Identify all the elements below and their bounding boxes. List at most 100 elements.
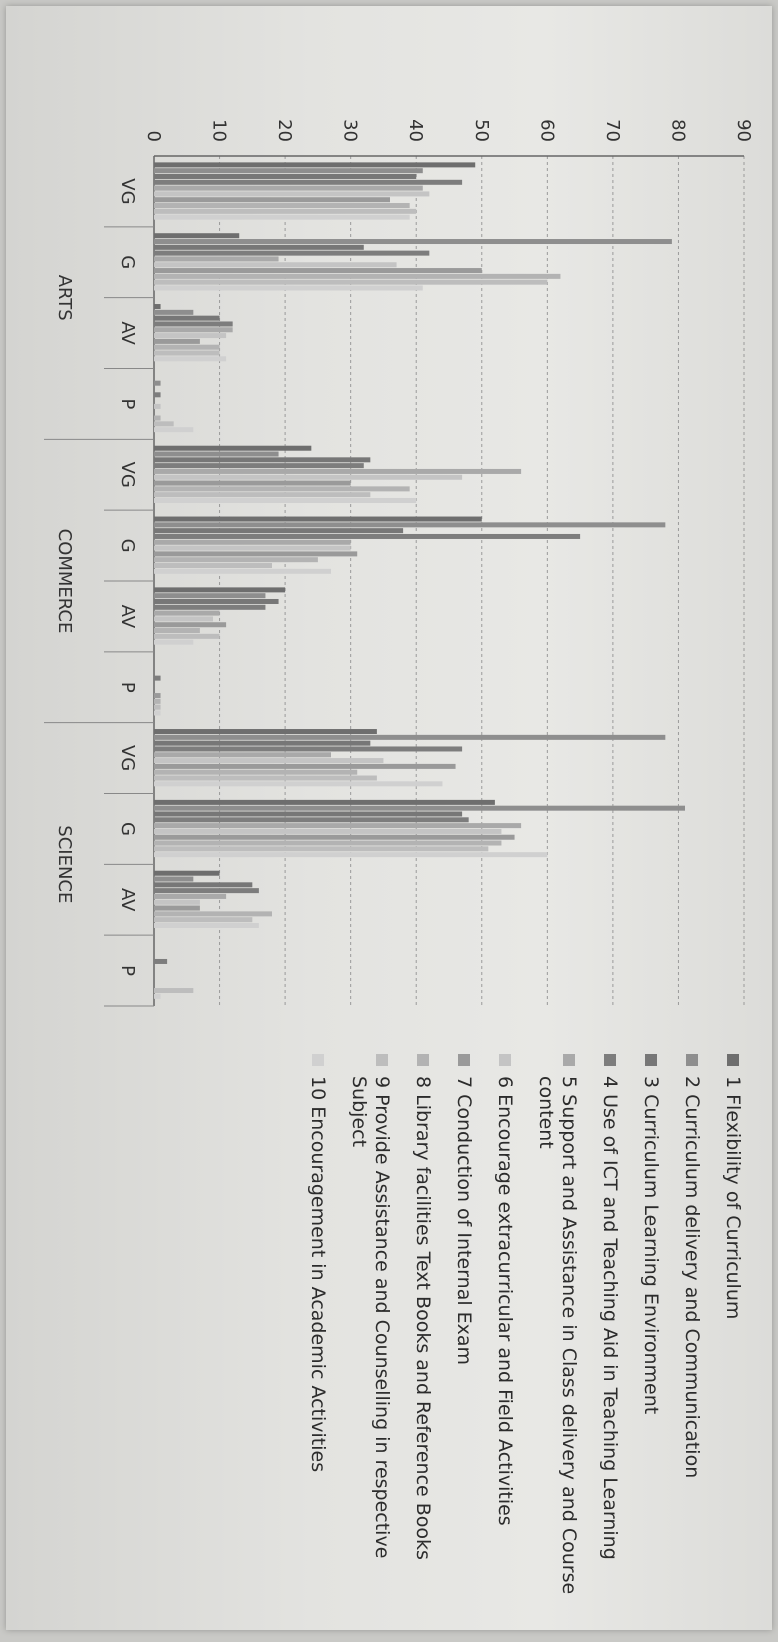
bar <box>154 870 220 876</box>
bar <box>154 616 213 622</box>
bar <box>154 557 318 563</box>
bar <box>154 769 358 775</box>
bar <box>154 846 489 852</box>
x-tick-label: VG <box>117 462 138 488</box>
bar <box>154 244 364 250</box>
bar <box>153 587 286 593</box>
bar <box>154 173 417 179</box>
x-tick-label: AV <box>117 888 138 912</box>
bar <box>154 763 456 769</box>
bar <box>153 993 161 999</box>
bar <box>154 168 423 174</box>
y-tick-label: 20 <box>274 119 295 142</box>
legend-label: 3 Curriculum Learning Environment <box>640 1076 662 1415</box>
legend-label: 8 Library facilities Text Books and Refe… <box>412 1076 434 1560</box>
bar <box>153 893 227 899</box>
group-label: SCIENCE <box>54 825 75 903</box>
legend-swatch <box>563 1054 575 1066</box>
bar <box>153 239 672 245</box>
legend-swatch <box>376 1054 388 1066</box>
x-tick-label: G <box>117 822 138 836</box>
bar <box>154 338 200 344</box>
legend-swatch <box>458 1054 470 1066</box>
bar <box>153 698 161 704</box>
legend-label: 1 Flexibility of Curriculum <box>722 1076 744 1320</box>
bar <box>153 457 371 463</box>
bar <box>154 203 410 209</box>
legend-swatch <box>727 1054 739 1066</box>
bar <box>153 333 227 339</box>
bar <box>154 988 194 994</box>
x-tick-label: P <box>117 398 138 409</box>
bar <box>154 162 476 168</box>
bar <box>154 344 220 350</box>
bar <box>154 593 266 599</box>
legend-swatch <box>604 1054 616 1066</box>
bar <box>154 752 331 758</box>
bar <box>154 309 194 315</box>
bar <box>154 208 417 214</box>
bar <box>154 463 364 469</box>
bar <box>154 633 220 639</box>
bar <box>153 710 161 716</box>
bar <box>154 516 482 522</box>
grouped-bar-chart: 0 10 20 30 40 50 60 70 80 90 VG G AV P VG G AV P VG G AV P ART… <box>44 119 754 1007</box>
bar <box>154 285 423 291</box>
y-tick-label: 80 <box>667 119 688 142</box>
bar <box>153 958 168 964</box>
bar <box>154 628 200 634</box>
bar <box>153 380 161 386</box>
bar <box>154 262 397 268</box>
legend-entry: 1 Flexibility of Curriculum <box>721 1054 744 1614</box>
y-tick-label: 40 <box>405 119 426 142</box>
legend-entry: 7 Conduction of Internal Exam <box>452 1054 475 1614</box>
legend-entry: 4 Use of ICT and Teaching Aid in Teachin… <box>598 1054 621 1614</box>
bar <box>154 882 253 888</box>
group-label: ARTS <box>54 275 75 321</box>
bar <box>154 775 377 781</box>
x-tick-label: P <box>117 682 138 693</box>
y-tick-label: 70 <box>602 119 623 142</box>
legend-entry: 5 Support and Assistance in Class delive… <box>534 1054 580 1614</box>
bar <box>154 350 220 356</box>
y-tick-label: 0 <box>143 131 164 142</box>
legend-label: 9 Provide Assistance and Counselling in … <box>348 1076 393 1559</box>
x-tick-label: G <box>117 539 138 553</box>
bar <box>154 911 272 917</box>
legend-label: 10 Encouragement in Academic Activities <box>307 1076 329 1473</box>
y-tick-label: 50 <box>471 119 492 142</box>
y-tick-label: 30 <box>340 119 361 142</box>
y-tick-label: 90 <box>733 119 754 142</box>
bar <box>154 250 430 256</box>
bar <box>154 598 279 604</box>
bar <box>154 811 463 817</box>
bar <box>153 356 227 362</box>
legend-label: 5 Support and Assistance in Class delive… <box>535 1076 580 1595</box>
bar <box>153 233 240 239</box>
bar <box>154 805 685 811</box>
paper-page: 0 10 20 30 40 50 60 70 80 90 VG G AV P VG G AV P VG G AV P ART… <box>6 6 772 1630</box>
bar <box>154 545 351 551</box>
group-label: COMMERCE <box>54 529 75 634</box>
bar <box>154 551 358 557</box>
legend-swatch <box>417 1054 429 1066</box>
x-tick-label: VG <box>117 745 138 771</box>
bar <box>153 693 161 699</box>
bar <box>154 917 253 923</box>
bar <box>154 610 220 616</box>
bar <box>154 604 266 610</box>
bar <box>153 704 161 710</box>
legend-swatch <box>312 1054 324 1066</box>
legend-entry: 6 Encourage extracurricular and Field Ac… <box>493 1054 516 1614</box>
bar <box>154 852 548 858</box>
x-tick-label: AV <box>117 605 138 629</box>
bar <box>154 268 482 274</box>
bar <box>154 746 463 752</box>
y-tick-label: 60 <box>536 119 557 142</box>
bar <box>154 563 272 569</box>
bar <box>154 834 515 840</box>
legend-swatch <box>686 1054 698 1066</box>
bar <box>154 828 502 834</box>
bar <box>154 427 194 433</box>
legend-label: 4 Use of ICT and Teaching Aid in Teachin… <box>599 1076 621 1560</box>
